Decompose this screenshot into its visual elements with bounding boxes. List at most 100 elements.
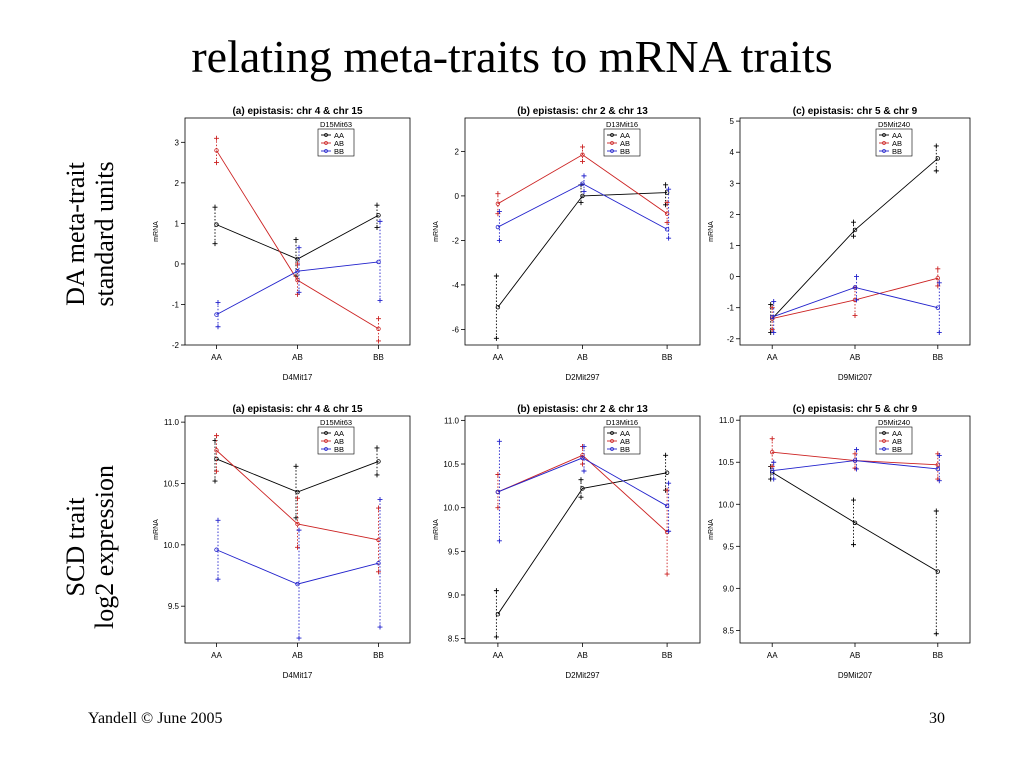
range-marker-bb xyxy=(581,188,587,194)
legend-label-ab: AB xyxy=(620,437,630,446)
range-marker-bb xyxy=(296,245,302,251)
range-marker-bb xyxy=(496,538,502,544)
data-point-ab xyxy=(214,448,219,453)
series-line-ab xyxy=(497,454,668,533)
legend-box xyxy=(317,128,355,157)
range-marker-aa xyxy=(293,463,299,469)
legend-label-ab: AB xyxy=(334,437,344,446)
legend-label-aa: AA xyxy=(892,131,902,140)
y-tick-label: 2 xyxy=(455,147,460,156)
legend-box xyxy=(875,128,913,157)
plot-frame xyxy=(184,117,411,346)
range-marker-bb xyxy=(215,517,221,523)
data-point-ab xyxy=(495,201,501,206)
x-tick-label: AA xyxy=(211,353,222,362)
data-point-bb xyxy=(769,314,775,320)
series-line-bb xyxy=(497,183,668,230)
series-line-ab xyxy=(216,450,379,541)
range-marker-bb xyxy=(377,297,383,303)
y-axis-label: mRNA xyxy=(708,221,715,242)
legend-label-aa: AA xyxy=(620,131,630,140)
series-line-bb xyxy=(772,287,938,318)
legend-label-ab: AB xyxy=(620,139,630,148)
chart-title: (b) epistasis: chr 2 & chr 13 xyxy=(517,106,648,117)
data-point-bb xyxy=(376,259,381,265)
range-marker-aa xyxy=(933,143,939,149)
range-marker-aa xyxy=(493,273,499,279)
legend-box xyxy=(875,426,913,455)
y-tick-label: 10.0 xyxy=(163,541,179,550)
range-marker-bb xyxy=(377,218,383,224)
x-axis-label: D9Mit207 xyxy=(838,671,873,680)
legend-box xyxy=(317,426,355,455)
data-point-bb xyxy=(376,561,381,566)
y-tick-label: 10.0 xyxy=(443,504,459,513)
x-axis-label: D2Mit297 xyxy=(565,373,600,382)
data-point-bb xyxy=(214,312,219,317)
range-marker-aa xyxy=(851,497,856,503)
legend-marker-ab xyxy=(324,439,328,443)
data-point-bb xyxy=(580,181,585,186)
range-marker-ab xyxy=(495,191,501,197)
range-marker-aa xyxy=(212,204,218,210)
y-tick-label: 0 xyxy=(455,192,460,201)
chart-panel-5: (c) epistasis: chr 5 & chr 9 8.5 9.0 9.5 10.… xyxy=(708,404,971,680)
data-point-bb xyxy=(495,489,501,495)
x-axis-label: D2Mit297 xyxy=(565,671,600,680)
legend-marker-ab xyxy=(882,141,886,145)
y-axis-label: mRNA xyxy=(153,221,160,242)
y-tick-label: -2 xyxy=(452,236,460,245)
range-marker-bb xyxy=(296,635,302,641)
range-marker-ab xyxy=(214,468,219,474)
y-tick-label: -4 xyxy=(452,281,460,290)
y-tick-label: 3 xyxy=(175,138,180,147)
range-marker-ab xyxy=(376,316,381,322)
range-marker-aa xyxy=(493,634,499,640)
legend-title: D13Mit16 xyxy=(606,418,638,427)
legend-label-bb: BB xyxy=(620,445,630,454)
chart-title: (a) epistasis: chr 4 & chr 15 xyxy=(232,404,362,415)
legend-marker-bb xyxy=(324,149,328,153)
range-marker-aa xyxy=(663,182,669,188)
x-tick-label: AB xyxy=(292,353,303,362)
data-point-ab xyxy=(935,462,940,467)
range-marker-bb xyxy=(377,624,383,630)
y-tick-label: 11.0 xyxy=(164,418,180,427)
y-tick-label: 2 xyxy=(175,179,180,188)
range-marker-ab xyxy=(769,326,775,332)
range-marker-ab xyxy=(852,451,858,457)
y-tick-label: 8.5 xyxy=(723,626,735,635)
range-marker-bb xyxy=(854,466,859,472)
row-label-bottom: SCD trait log2 expression xyxy=(61,397,119,697)
legend-marker-aa xyxy=(882,133,886,137)
x-tick-label: AB xyxy=(292,651,303,660)
series-line-bb xyxy=(216,549,379,585)
range-marker-ab xyxy=(769,436,775,442)
range-marker-ab xyxy=(376,338,381,344)
range-marker-aa xyxy=(374,445,380,451)
x-axis-label: D4Mit17 xyxy=(283,373,313,382)
y-tick-label: 4 xyxy=(730,148,735,157)
range-marker-aa xyxy=(851,233,856,239)
y-tick-label: 1 xyxy=(730,241,735,250)
data-point-aa xyxy=(935,156,940,161)
y-tick-label: 10.5 xyxy=(163,479,179,488)
range-marker-ab xyxy=(769,305,775,311)
chart-panel-2: (c) epistasis: chr 5 & chr 9 -2 -1 0 1 2 3 4 5 AA… xyxy=(708,106,971,382)
range-marker-aa xyxy=(293,237,299,243)
data-point-bb xyxy=(852,458,858,463)
data-point-ab xyxy=(769,449,775,455)
legend-title: D5Mit240 xyxy=(878,120,910,129)
x-tick-label: AB xyxy=(850,651,861,660)
data-point-aa xyxy=(214,222,219,227)
range-marker-aa xyxy=(663,452,669,458)
range-marker-aa xyxy=(933,508,939,514)
row-label-top-line2: standard units xyxy=(90,161,119,307)
range-marker-aa xyxy=(293,515,299,521)
range-marker-ab xyxy=(376,569,381,575)
chart-panel-4: (b) epistasis: chr 2 & chr 13 8.5 9.0 9.5 10… xyxy=(433,404,701,680)
legend-label-aa: AA xyxy=(334,429,344,438)
series-line-aa xyxy=(216,458,379,493)
y-tick-label: 9.5 xyxy=(168,602,180,611)
